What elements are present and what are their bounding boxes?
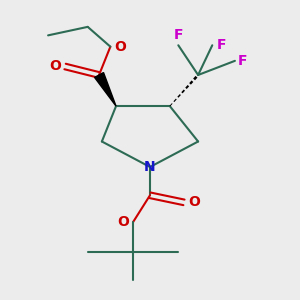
Text: F: F xyxy=(238,54,247,68)
Text: F: F xyxy=(217,38,226,52)
Polygon shape xyxy=(94,73,116,106)
Text: F: F xyxy=(174,28,183,42)
Text: O: O xyxy=(49,59,61,74)
Text: N: N xyxy=(144,160,156,174)
Text: O: O xyxy=(117,215,129,229)
Text: O: O xyxy=(115,40,127,54)
Text: O: O xyxy=(188,195,200,209)
